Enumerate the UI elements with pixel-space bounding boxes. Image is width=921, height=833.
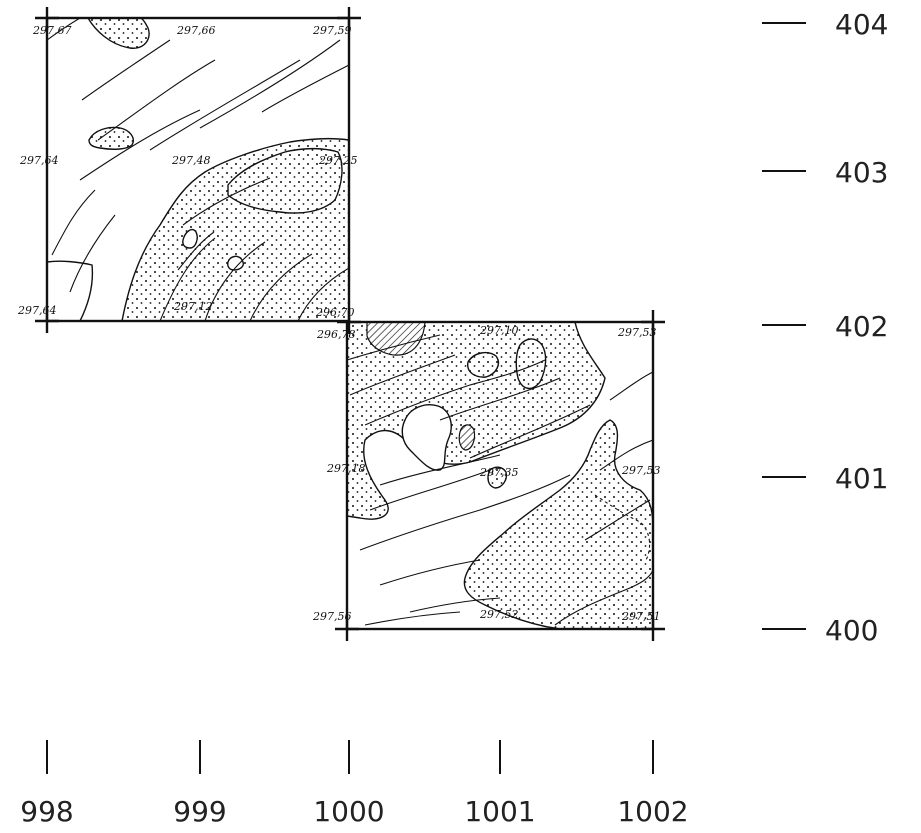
hatched-feature xyxy=(458,424,476,451)
elevation-label: 296,78 xyxy=(316,328,356,341)
lower-square xyxy=(345,320,655,631)
upper-square xyxy=(45,16,351,323)
elevation-label: 297,12 xyxy=(173,300,213,313)
contour-line xyxy=(364,611,461,626)
elevation-label: 297,25 xyxy=(318,154,358,167)
contour-line xyxy=(409,597,501,613)
contour-line xyxy=(261,64,349,113)
contour-line xyxy=(599,439,653,471)
northing-label: 403 xyxy=(835,156,888,189)
contour-line xyxy=(149,59,301,151)
contour-line xyxy=(47,18,81,41)
corner-cross xyxy=(641,310,665,334)
corner-cross xyxy=(337,7,361,30)
contour-line xyxy=(469,404,591,459)
northing-axis: 404 403 402 401 400 xyxy=(762,8,888,647)
contour-line xyxy=(379,559,481,586)
stippled-zone xyxy=(487,466,508,489)
easting-label: 1001 xyxy=(464,795,535,828)
northing-label: 400 xyxy=(825,614,878,647)
northing-label: 401 xyxy=(835,462,888,495)
contour-line xyxy=(439,377,561,421)
corner-cross xyxy=(335,617,359,641)
find-outline xyxy=(227,255,244,271)
contour-line xyxy=(159,237,216,321)
lower-square-features xyxy=(347,322,653,629)
stippled-zone xyxy=(227,147,343,214)
stippled-zone xyxy=(87,18,150,49)
find-outline xyxy=(182,228,198,249)
corner-cross xyxy=(641,617,665,641)
corner-cross xyxy=(35,7,59,30)
elevation-label: 297,67 xyxy=(32,24,72,37)
easting-axis: 998 999 1000 1001 1002 xyxy=(20,740,689,828)
elevation-label: 297,53 xyxy=(617,326,657,339)
contour-line xyxy=(97,59,216,141)
elevation-label: 296,70 xyxy=(315,306,355,319)
stippled-zone xyxy=(467,351,500,378)
contour-line xyxy=(204,241,266,321)
lower-square-frame xyxy=(345,320,655,631)
stippled-zone xyxy=(463,419,653,629)
elevation-label: 297,48 xyxy=(171,154,211,167)
contour-line xyxy=(584,499,651,541)
elevation-label: 297,53 xyxy=(621,464,661,477)
elevation-label: 297,52 xyxy=(479,608,519,621)
contour-line xyxy=(554,569,653,626)
contour-line xyxy=(199,39,341,129)
contour-line xyxy=(182,177,271,226)
elevation-label: 297,66 xyxy=(176,24,216,37)
contour-line xyxy=(69,214,116,293)
contour-line xyxy=(349,354,456,396)
corner-cross xyxy=(337,310,361,334)
contour-line xyxy=(609,371,653,401)
corner-cross xyxy=(35,310,59,333)
contour-line xyxy=(177,231,215,271)
contour-line xyxy=(79,109,201,181)
elevation-label: 297,64 xyxy=(19,154,59,167)
elevation-label: 297,59 xyxy=(312,24,352,37)
stippled-zone xyxy=(515,338,547,389)
grid-corner-markers xyxy=(35,7,665,641)
upper-square-frame xyxy=(45,16,351,323)
easting-label: 999 xyxy=(173,795,226,828)
elevation-label: 297,51 xyxy=(621,610,661,623)
lower-elevation-labels: 296,78 297,10 297,53 297,18 297,35 297,5… xyxy=(312,324,661,623)
contour-line xyxy=(249,253,313,321)
contour-line xyxy=(297,267,349,321)
elevation-label: 297,10 xyxy=(479,324,519,337)
elevation-label: 297,64 xyxy=(17,304,57,317)
contour-line xyxy=(359,474,571,551)
contour-line xyxy=(51,189,96,256)
stippled-zone xyxy=(401,404,452,471)
contour-line xyxy=(364,359,546,426)
easting-label: 1000 xyxy=(313,795,384,828)
easting-label: 998 xyxy=(20,795,73,828)
elevation-label: 297,56 xyxy=(312,610,352,623)
elevation-label: 297,35 xyxy=(479,466,519,479)
contour-line xyxy=(369,469,491,511)
contour-line xyxy=(347,334,441,361)
easting-label: 1002 xyxy=(617,795,688,828)
stippled-zone xyxy=(88,126,134,150)
elevation-label: 297,18 xyxy=(326,462,366,475)
hatched-feature xyxy=(366,322,426,356)
upper-square-features xyxy=(47,18,349,321)
contour-line xyxy=(379,454,501,486)
northing-label: 404 xyxy=(835,8,888,41)
contour-line xyxy=(81,39,171,101)
northing-label: 402 xyxy=(835,310,888,343)
upper-elevation-labels: 297,67 297,66 297,59 297,64 297,48 297,2… xyxy=(17,24,358,319)
find-outline xyxy=(47,260,94,321)
